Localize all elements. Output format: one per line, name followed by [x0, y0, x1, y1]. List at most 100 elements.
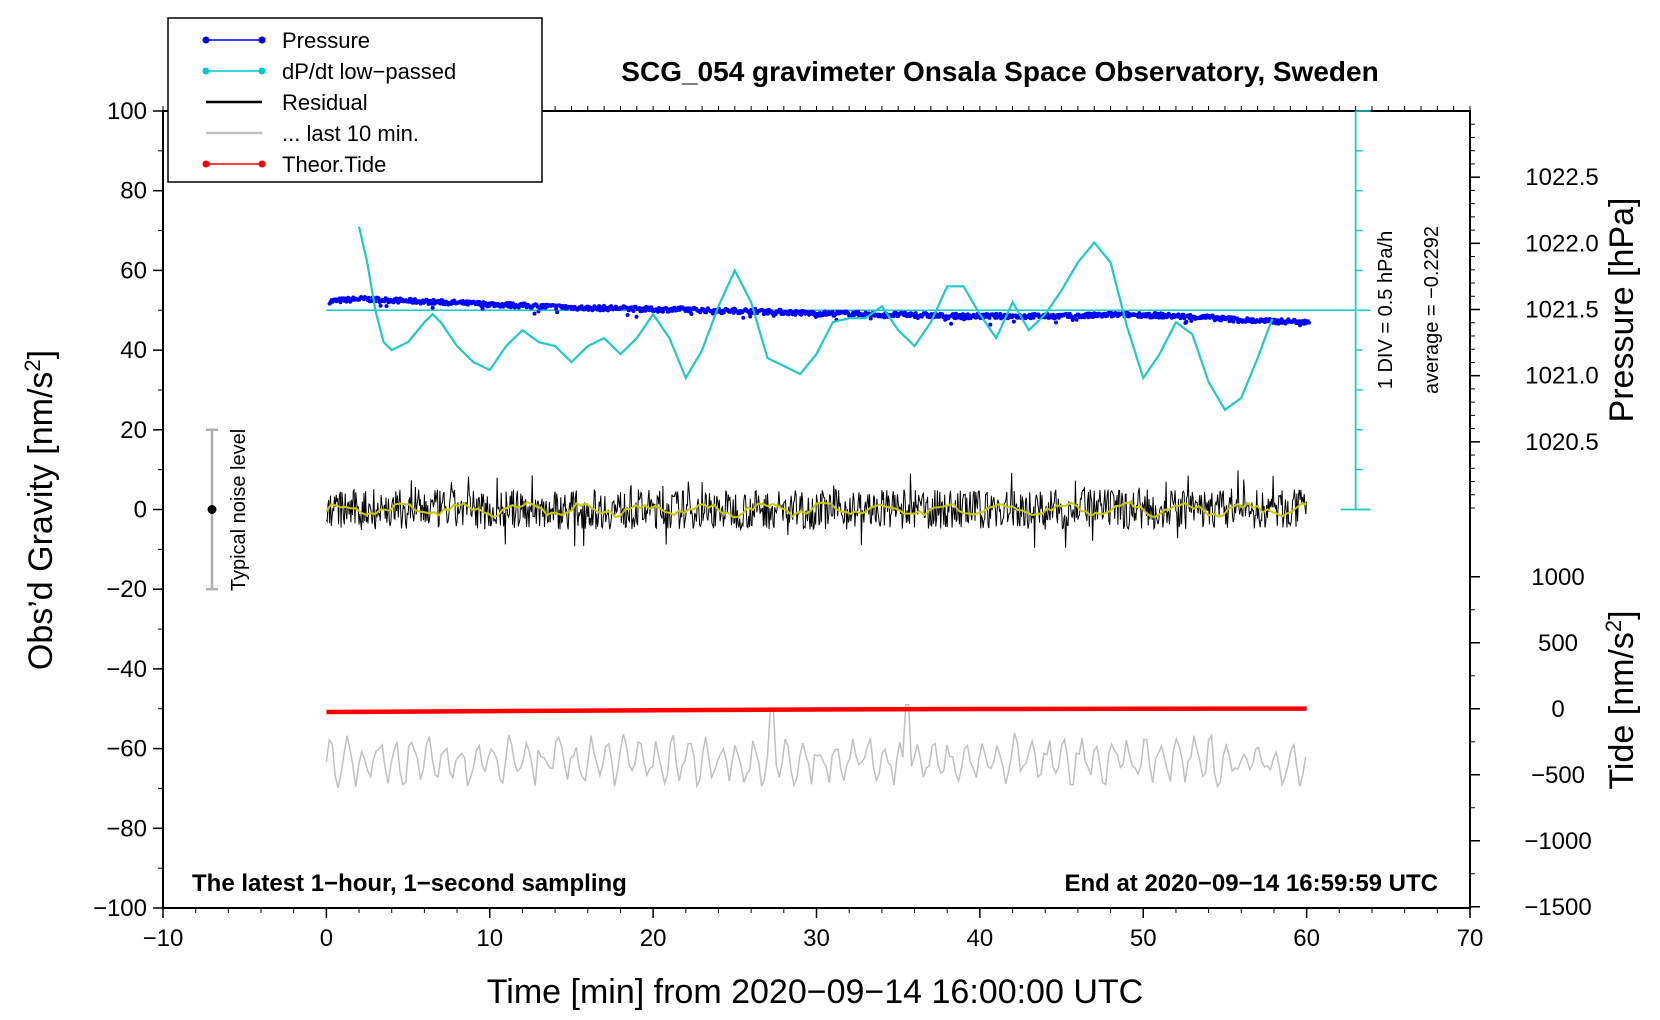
pressure-point	[438, 301, 443, 306]
pressure-point	[830, 309, 835, 314]
pressure-point	[760, 308, 765, 313]
pressure-point	[378, 303, 383, 308]
pressure-point	[1306, 320, 1311, 325]
x-tick-label: 50	[1130, 925, 1157, 952]
dpdt-scale-bar	[1340, 110, 1371, 511]
y-axis-left-title: Obs’d Gravity [nm/s2]	[20, 350, 60, 670]
pressure-point	[1027, 312, 1032, 317]
y-tick-label: −80	[106, 815, 147, 842]
pressure-point	[748, 314, 753, 319]
pressure-point	[1156, 315, 1161, 320]
pressure-point	[429, 301, 434, 306]
legend-dot	[202, 160, 210, 168]
pressure-point	[1182, 316, 1187, 321]
pressure-point	[747, 311, 752, 315]
pressure-point	[868, 316, 873, 321]
pressure-point	[384, 304, 389, 309]
pressure-tick-label: 1020.5	[1525, 429, 1598, 456]
pressure-point	[555, 310, 560, 315]
y-tick-label: −40	[106, 656, 147, 683]
pressure-point	[689, 312, 694, 316]
legend-label: ... last 10 min.	[282, 121, 419, 146]
pressure-point	[430, 305, 435, 310]
tide-tick-label: 0	[1551, 696, 1564, 723]
x-tick-label: 70	[1457, 925, 1484, 952]
pressure-point	[951, 312, 956, 317]
tide-tick-label: 500	[1538, 630, 1578, 657]
pressure-tick-label: 1021.5	[1525, 297, 1598, 324]
pressure-point	[1189, 318, 1194, 323]
legend-dot	[258, 36, 266, 44]
x-tick-label: 60	[1293, 925, 1320, 952]
pressure-tick-label: 1022.0	[1525, 230, 1598, 257]
pressure-point	[480, 307, 485, 311]
y-tick-label: 100	[107, 98, 147, 125]
pressure-point	[987, 315, 992, 320]
tide-series	[326, 706, 1307, 715]
div-label: 1 DIV = 0.5 hPa/h	[1375, 231, 1397, 389]
pressure-point	[1054, 320, 1058, 325]
pressure-point	[988, 322, 993, 327]
pressure-point	[601, 308, 606, 313]
dpdt-series	[357, 226, 1274, 412]
pressure-point	[1074, 317, 1079, 322]
sampling-note: The latest 1−hour, 1−second sampling	[192, 870, 627, 897]
pressure-point	[631, 309, 636, 313]
pressure-tick-label: 1021.0	[1525, 363, 1598, 390]
pressure-point	[366, 295, 371, 300]
legend: Pressure dP/dt low−passed Residual ... last…	[167, 17, 543, 183]
legend-dot	[202, 36, 210, 44]
tide-tick-label: −1500	[1524, 894, 1591, 921]
end-time-note: End at 2020−09−14 16:59:59 UTC	[1064, 870, 1438, 897]
noise-bar	[206, 428, 219, 591]
legend-box	[167, 17, 543, 183]
tide-axis-title: Tide [nm/s2]	[1601, 610, 1641, 789]
pressure-point	[891, 314, 896, 319]
y-tick-label: 0	[134, 497, 147, 524]
pressure-point	[1181, 312, 1186, 317]
legend-label: Pressure	[282, 28, 370, 53]
pressure-point	[553, 303, 558, 308]
tide-tick-label: −1000	[1524, 828, 1591, 855]
y-tick-label: −100	[93, 895, 147, 922]
pressure-point	[963, 316, 968, 321]
pressure-point	[1053, 316, 1057, 321]
pressure-point	[786, 312, 791, 317]
pressure-point	[532, 311, 537, 316]
legend-dot	[258, 67, 266, 75]
x-tick-label: 0	[320, 925, 333, 952]
y-tick-label: 20	[120, 417, 147, 444]
pressure-point	[505, 301, 510, 305]
y-tick-label: −60	[106, 736, 147, 763]
pressure-point	[1031, 315, 1036, 320]
y-axis-tide: 1000 500 0 −500 −1000 −1500	[1470, 564, 1592, 921]
y-axis-pressure: 1022.5 1022.0 1021.5 1021.0 1020.5	[1470, 123, 1599, 509]
pressure-point	[376, 296, 381, 301]
pressure-series	[327, 295, 1311, 328]
legend-label: Theor.Tide	[282, 152, 386, 177]
pressure-point	[536, 309, 541, 314]
tide-tick-label: 1000	[1531, 564, 1584, 591]
legend-label: Residual	[282, 90, 368, 115]
noise-label: Typical noise level	[228, 429, 250, 591]
pressure-point	[1051, 312, 1056, 317]
tide-tick-label: −500	[1531, 762, 1585, 789]
y-tick-label: −20	[106, 576, 147, 603]
pressure-point	[913, 311, 918, 316]
y-axis-left: 100 80 60 40 20 0 −20 −40 −60 −80 −100	[93, 98, 163, 922]
x-tick-label: −10	[143, 925, 184, 952]
x-tick-label: 10	[476, 925, 503, 952]
pressure-axis-title: Pressure [hPa]	[1603, 198, 1641, 423]
x-tick-label: 30	[803, 925, 830, 952]
pressure-point	[554, 307, 559, 311]
pressure-point	[1231, 319, 1236, 324]
y-tick-label: 40	[120, 337, 147, 364]
x-tick-label: 20	[640, 925, 667, 952]
pressure-point	[949, 321, 954, 326]
pressure-point	[625, 313, 630, 317]
chart-title: SCG_054 gravimeter Onsala Space Observat…	[621, 56, 1378, 87]
residual-smoothed-series	[325, 501, 1307, 519]
x-tick-label: 40	[967, 925, 994, 952]
legend-dot	[202, 67, 210, 75]
x-axis-title: Time [min] from 2020−09−14 16:00:00 UTC	[487, 973, 1143, 1011]
